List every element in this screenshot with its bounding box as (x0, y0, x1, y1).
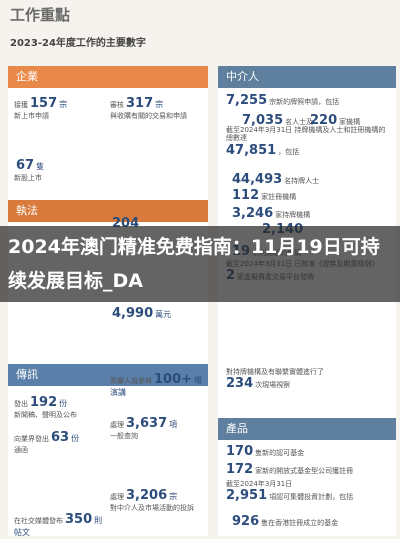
stat: 926 隻在香港註冊成立的基金 (232, 514, 392, 530)
stat: 截至2024年3月31日 2,951 項認可集體投資計劃，包括 (226, 480, 392, 504)
stat-note: 截至2024年3月31日 持牌機構及人士和註冊機構的總數達 (226, 126, 386, 143)
stat: 220 家機構 (310, 113, 392, 129)
section-header: 執法 (8, 200, 208, 222)
stat-unit: 宗 (155, 100, 164, 109)
stat-prefix: 在社交媒體發布 (14, 517, 63, 525)
stat-unit: 份 (71, 434, 80, 443)
stat: 接獲 157 宗新上市申請 (14, 96, 106, 120)
section-header: 傳訊 (8, 364, 208, 386)
stat-prefix: 接獲 (14, 101, 28, 109)
stat-unit: 項 (169, 420, 178, 429)
stat-number: 172 (226, 462, 254, 477)
stat-desc: 一般查詢 (110, 431, 138, 440)
stat-number: 317 (126, 96, 154, 111)
stat: 審核 317 宗與收購有關的交易和申請 (110, 96, 206, 120)
stat: 截至2024年3月31日 持牌機構及人士和註冊機構的總數達 47,851 ，包括 (226, 126, 392, 158)
stat-desc: 隻新的認可基金 (255, 449, 305, 457)
section-name: 產品 (226, 422, 248, 435)
stat-desc: 項認可集體投資計劃，包括 (269, 493, 354, 502)
stat-number: 7,255 (226, 93, 268, 108)
stat-prefix: 處理 (110, 493, 124, 501)
stat-prefix: 審核 (110, 101, 124, 109)
section-name: 傳訊 (16, 368, 38, 381)
section-name: 中介人 (226, 70, 259, 83)
stat-number: 926 (232, 514, 260, 529)
stat: 170 隻新的認可基金 (226, 444, 392, 460)
stat-desc: 名持牌人士 (284, 177, 320, 185)
stat-number: 4,990 (112, 306, 154, 321)
stat-number: 3,246 (232, 206, 274, 221)
stat-number: 100+ (154, 372, 193, 387)
stat-number: 3,637 (126, 416, 168, 431)
stat: 112 家註冊機構 (232, 188, 392, 204)
stat-desc: 隻在香港註冊成立的基金 (261, 519, 339, 527)
section-header: 中介人 (218, 66, 396, 88)
stat-unit: 隻 (36, 162, 45, 171)
stat-desc: 家機構 (339, 118, 361, 126)
stat-desc: 新上市申請 (14, 111, 49, 120)
section-header: 產品 (218, 418, 396, 440)
stat: 處理 3,206 宗對中介人及市場活動的投訴 (110, 488, 206, 512)
stat: 高層人員參與 100+ 場演講 (110, 372, 206, 397)
stat-number: 7,035 (242, 113, 284, 128)
stat-desc: 家註冊機構 (261, 193, 297, 201)
stat: 3,246 家持牌機構 (232, 206, 392, 222)
section-header: 企業 (8, 66, 208, 88)
stat-desc: 新聞稿、聲明及公布 (14, 410, 77, 419)
subtitle: 2023-24年度工作的主要數字 (10, 38, 146, 49)
stat-desc: 與收購有關的交易和申請 (110, 111, 187, 120)
stat-desc: 家新的開放式基金型公司獲註冊 (255, 467, 354, 475)
section-name: 企業 (16, 70, 38, 83)
stat: 67 隻新股上市 (14, 158, 106, 182)
stat-desc: 宗新的牌照申請，包括 (269, 98, 340, 106)
stat-number: 192 (30, 395, 58, 410)
stat: 發出 192 份新聞稿、聲明及公布 (14, 395, 106, 419)
stat-note: 對持牌機構及有聯繫實體進行了 (226, 368, 324, 376)
stat: 4,990 萬元 (110, 306, 206, 322)
stat-desc: 對中介人及市場活動的投訴 (110, 503, 194, 512)
stat-desc: 次現場視察 (255, 381, 291, 390)
banner: 2024年澳门精准免费指南：11月19日可持续发展目标_DA (0, 226, 400, 302)
stat-number: 220 (310, 113, 338, 128)
stat: 7,035 名人士及 (242, 113, 392, 129)
stat-prefix: 處理 (110, 421, 124, 429)
stat-number: 44,493 (232, 172, 283, 187)
stat-unit: 宗 (169, 492, 178, 501)
stat-prefix: 發出 (14, 400, 28, 408)
stat-number: 2,951 (226, 488, 268, 504)
title: 工作重點 (10, 6, 71, 24)
stat-desc: 名人士及 (285, 118, 314, 126)
stat-number: 157 (30, 96, 58, 111)
stat-desc: 通函 (14, 445, 28, 454)
stat-number: 112 (232, 188, 260, 203)
stat-note: 截至2024年3月31日 (226, 480, 293, 488)
stat: 在社交媒體發布 350 則帖文 (14, 512, 106, 537)
section-name: 執法 (16, 204, 38, 217)
stat-unit: 則帖文 (14, 516, 103, 537)
stat-number: 47,851 (226, 142, 277, 158)
stat: 對持牌機構及有聯繫實體進行了 234 次現場視察 (226, 368, 392, 392)
stat-number: 67 (16, 158, 35, 173)
stat-desc: ，包括 (278, 147, 300, 156)
stat-prefix: 高層人員參與 (110, 377, 152, 385)
stat-number: 350 (65, 512, 93, 527)
stat: 44,493 名持牌人士 (232, 172, 392, 188)
stat-prefix: 向業界發出 (14, 435, 49, 443)
stat-number: 63 (51, 430, 70, 445)
stat: 172 家新的開放式基金型公司獲註冊 (226, 462, 392, 478)
stat-unit: 份 (59, 399, 68, 408)
stat-unit: 場演講 (110, 376, 203, 397)
stat-number: 3,206 (126, 488, 168, 503)
stat-unit: 宗 (59, 100, 68, 109)
stat-desc: 家持牌機構 (275, 211, 311, 219)
stat-number: 170 (226, 444, 254, 459)
stat: 處理 3,637 項一般查詢 (110, 416, 206, 440)
stat: 7,255 宗新的牌照申請，包括 (226, 93, 392, 109)
stat: 向業界發出 63 份通函 (14, 430, 106, 454)
stat-unit: 萬元 (155, 310, 172, 319)
stat-desc: 新股上市 (14, 173, 42, 182)
stat-number: 234 (226, 376, 254, 392)
